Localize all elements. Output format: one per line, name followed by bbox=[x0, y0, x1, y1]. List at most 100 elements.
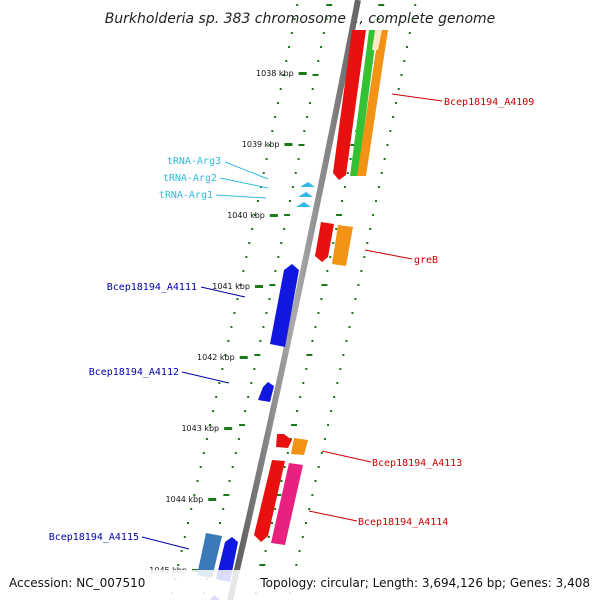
label-trna-arg3[interactable]: tRNA-Arg3 bbox=[167, 156, 221, 167]
feature-a4109-cog-green[interactable] bbox=[350, 30, 377, 176]
guide-dot bbox=[283, 466, 286, 468]
feature-a4111-cds[interactable] bbox=[270, 264, 299, 347]
guide-dot bbox=[380, 172, 383, 174]
guide-dot bbox=[262, 326, 265, 328]
guide-dot bbox=[308, 102, 311, 104]
label-a4111[interactable]: Bcep18194_A4111 bbox=[107, 282, 197, 293]
guide-dot bbox=[215, 396, 218, 398]
feature-a4112-cds[interactable] bbox=[258, 382, 274, 402]
guide-dot bbox=[333, 396, 336, 398]
guide-dot bbox=[223, 494, 230, 496]
label-trna-arg2[interactable]: tRNA-Arg2 bbox=[163, 173, 217, 184]
guide-dot bbox=[329, 256, 332, 258]
guide-dot bbox=[306, 354, 313, 356]
feature-trna-arg1[interactable] bbox=[296, 202, 311, 207]
guide-dot bbox=[349, 158, 352, 160]
guide-dot bbox=[363, 256, 366, 258]
feature-greb-cog[interactable] bbox=[332, 225, 353, 266]
guide-dot bbox=[386, 144, 389, 146]
guide-dot bbox=[299, 396, 302, 398]
guide-dot bbox=[296, 4, 299, 6]
guide-dot bbox=[289, 438, 292, 440]
guide-dot bbox=[296, 410, 299, 412]
guide-dot bbox=[298, 144, 305, 146]
label-a4115[interactable]: Bcep18194_A4115 bbox=[49, 532, 139, 543]
guide-dot bbox=[314, 480, 317, 482]
guide-dot bbox=[280, 480, 283, 482]
kbp-tick-label: 1042 kbp bbox=[197, 353, 235, 362]
guide-dot bbox=[279, 88, 282, 90]
label-leaders bbox=[141, 93, 443, 550]
guide-dot bbox=[406, 46, 409, 48]
guide-dot bbox=[251, 228, 254, 230]
feature-a4109-cog-orange[interactable] bbox=[357, 30, 388, 176]
guide-dot bbox=[302, 382, 305, 384]
guide-dot bbox=[209, 424, 212, 426]
guide-dot bbox=[377, 18, 380, 20]
feature-a4115-cog[interactable] bbox=[197, 533, 222, 578]
guide-dot bbox=[282, 74, 285, 76]
guide-dot bbox=[267, 536, 270, 538]
reverse-features bbox=[197, 182, 315, 600]
guide-dot bbox=[254, 214, 257, 216]
guide-dot bbox=[294, 172, 297, 174]
guide-dot bbox=[323, 438, 326, 440]
guide-dot bbox=[221, 368, 224, 370]
guide-dot bbox=[330, 410, 333, 412]
guide-dot bbox=[193, 494, 196, 496]
feature-a4114-cds[interactable] bbox=[254, 460, 285, 542]
label-a4114[interactable]: Bcep18194_A4114 bbox=[358, 517, 448, 528]
guide-dot bbox=[237, 438, 240, 440]
guide-dot bbox=[293, 18, 296, 20]
kbp-tick-label: 1040 kbp bbox=[227, 211, 265, 220]
feature-a4113-cds[interactable] bbox=[276, 434, 292, 448]
guide-dot bbox=[212, 410, 215, 412]
label-a4112[interactable]: Bcep18194_A4112 bbox=[89, 367, 179, 378]
label-greb[interactable]: greB bbox=[414, 255, 438, 266]
feature-a4113-cog[interactable] bbox=[291, 438, 308, 455]
label-a4113[interactable]: Bcep18194_A4113 bbox=[372, 458, 462, 469]
guide-dot bbox=[366, 242, 369, 244]
kbp-tick-mark bbox=[208, 498, 217, 501]
kbp-tick-label: 1044 kbp bbox=[166, 495, 204, 504]
footer-backdrop bbox=[0, 570, 600, 600]
guide-dot bbox=[233, 312, 236, 314]
guide-dot bbox=[228, 480, 231, 482]
guide-dot bbox=[262, 172, 265, 174]
guide-dot bbox=[336, 382, 339, 384]
guide-dot bbox=[348, 326, 351, 328]
guide-dot bbox=[271, 130, 274, 132]
guide-dot bbox=[298, 550, 301, 552]
feature-trna-arg2[interactable] bbox=[298, 192, 313, 197]
forward-features bbox=[254, 30, 388, 545]
feature-a4109-cds[interactable] bbox=[333, 30, 366, 180]
guide-dot bbox=[268, 298, 271, 300]
kbp-tick-mark bbox=[239, 356, 248, 359]
feature-a4114-cog[interactable] bbox=[271, 463, 303, 545]
guide-dot bbox=[378, 4, 385, 6]
guide-dot bbox=[239, 424, 246, 426]
feature-trna-arg3[interactable] bbox=[300, 182, 315, 187]
guide-dot bbox=[277, 256, 280, 258]
map-title: Burkholderia sp. 383 chromosome 1, compl… bbox=[105, 11, 496, 27]
guide-dot bbox=[403, 60, 406, 62]
guide-dot bbox=[205, 438, 208, 440]
kbp-tick-label: 1043 kbp bbox=[181, 424, 219, 433]
guide-dot bbox=[320, 452, 323, 454]
guide-dot bbox=[305, 368, 308, 370]
guide-dot bbox=[306, 116, 309, 118]
guide-dot bbox=[224, 354, 227, 356]
guide-dot bbox=[311, 88, 314, 90]
guide-dot bbox=[375, 200, 377, 202]
guide-dot bbox=[231, 466, 234, 468]
topology-text: Topology: circular; Length: 3,694,126 bp… bbox=[259, 576, 590, 590]
guide-dot bbox=[250, 382, 253, 384]
feature-greb-cds[interactable] bbox=[315, 222, 334, 262]
guide-dot bbox=[311, 494, 314, 496]
guide-dot bbox=[392, 116, 395, 118]
guide-dot bbox=[180, 550, 183, 552]
label-a4109[interactable]: Bcep18194_A4109 bbox=[444, 97, 534, 108]
label-trna-arg1[interactable]: tRNA-Arg1 bbox=[159, 190, 213, 201]
guide-dot bbox=[400, 74, 403, 76]
guide-dot bbox=[411, 18, 414, 20]
